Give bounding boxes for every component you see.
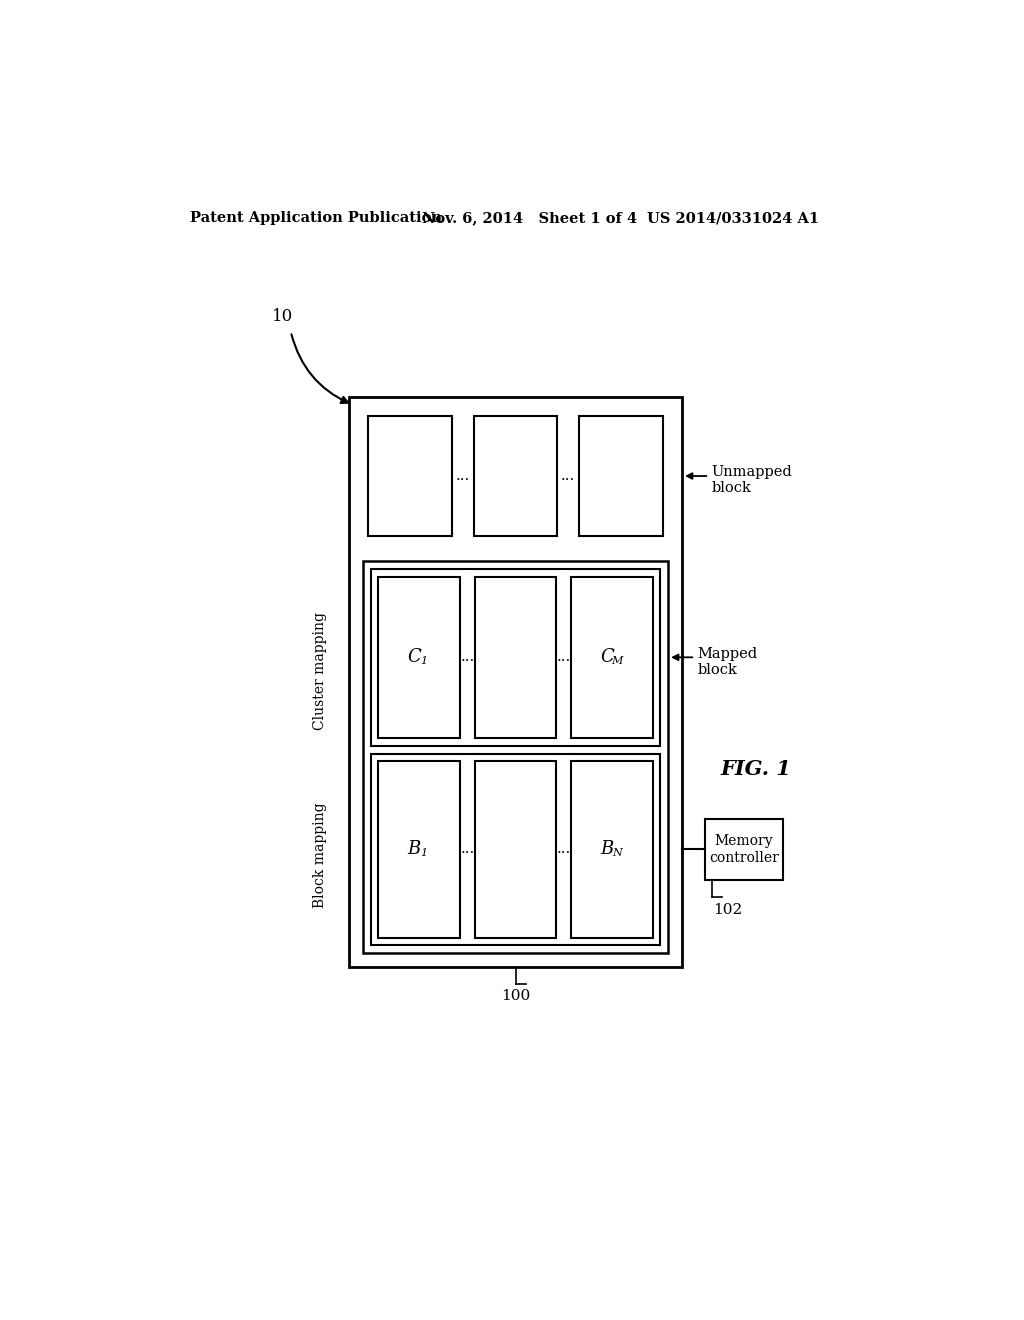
Text: Unmapped
block: Unmapped block [712, 465, 793, 495]
Text: US 2014/0331024 A1: US 2014/0331024 A1 [647, 211, 819, 226]
Bar [378, 762, 460, 937]
Bar [706, 818, 783, 880]
Bar [579, 416, 663, 536]
Text: 1: 1 [420, 849, 427, 858]
Text: 102: 102 [713, 903, 742, 916]
Bar [474, 416, 557, 536]
Text: M: M [611, 656, 623, 667]
Text: ...: ... [456, 469, 470, 483]
Text: Patent Application Publication: Patent Application Publication [190, 211, 442, 226]
Bar [371, 569, 660, 746]
Text: 100: 100 [501, 989, 530, 1003]
Text: Mapped
block: Mapped block [697, 647, 758, 677]
Text: FIG. 1: FIG. 1 [721, 759, 792, 779]
Text: ...: ... [557, 651, 570, 664]
Text: N: N [611, 849, 622, 858]
Bar [571, 762, 652, 937]
Text: 1: 1 [420, 656, 427, 667]
Text: ...: ... [557, 842, 570, 857]
Text: Memory
controller: Memory controller [710, 834, 779, 865]
Text: Cluster mapping: Cluster mapping [313, 612, 328, 730]
Bar [571, 577, 652, 738]
Text: C: C [600, 648, 614, 667]
Text: B: B [408, 841, 421, 858]
Text: B: B [601, 841, 614, 858]
Text: ...: ... [460, 842, 474, 857]
Bar [371, 754, 660, 945]
Text: ...: ... [460, 651, 474, 664]
Bar [369, 416, 452, 536]
Text: 10: 10 [272, 308, 294, 325]
Text: Nov. 6, 2014   Sheet 1 of 4: Nov. 6, 2014 Sheet 1 of 4 [423, 211, 638, 226]
Text: C: C [408, 648, 421, 667]
Bar [475, 762, 556, 937]
Bar [475, 577, 556, 738]
Bar [378, 577, 460, 738]
Text: Block mapping: Block mapping [313, 803, 328, 908]
Bar [362, 561, 669, 953]
Bar [349, 397, 682, 966]
Text: ...: ... [561, 469, 575, 483]
